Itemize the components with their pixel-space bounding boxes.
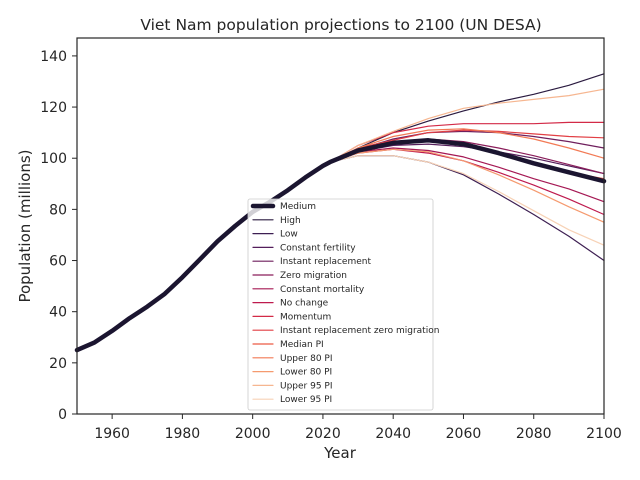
legend-label: High bbox=[280, 216, 301, 226]
series-line-14 bbox=[329, 155, 605, 246]
legend-label: Lower 80 PI bbox=[280, 368, 332, 378]
legend-box bbox=[247, 198, 434, 411]
y-tick-label: 60 bbox=[49, 254, 67, 270]
series-layer bbox=[74, 73, 607, 353]
legend-label: Constant fertility bbox=[280, 243, 356, 253]
x-tick-label: 1960 bbox=[94, 426, 130, 442]
legend: Medium High Low Constant fertility Instant r… bbox=[247, 198, 439, 411]
plot-frame bbox=[76, 37, 605, 415]
x-tick-label: 2060 bbox=[446, 426, 482, 442]
y-axis: 0 20 40 60 80 100 120 140 bbox=[40, 49, 77, 423]
series-line-9 bbox=[329, 129, 605, 163]
x-axis: 1960 1980 2000 2020 2040 2060 2080 2100 bbox=[94, 414, 622, 442]
y-tick-label: 100 bbox=[40, 151, 67, 167]
series-line-12 bbox=[329, 148, 605, 223]
legend-label: Median PI bbox=[280, 340, 324, 350]
legend-label: Lower 95 PI bbox=[280, 395, 332, 405]
y-tick-label: 20 bbox=[49, 356, 67, 372]
x-axis-label: Year bbox=[323, 444, 357, 462]
x-tick-label: 2020 bbox=[305, 426, 341, 442]
series-line-1 bbox=[329, 73, 605, 163]
series-line-11 bbox=[329, 128, 605, 163]
x-tick-label: 1980 bbox=[165, 426, 201, 442]
legend-label: Instant replacement bbox=[280, 257, 371, 267]
y-tick-label: 40 bbox=[49, 305, 67, 321]
legend-label: Zero migration bbox=[280, 271, 347, 281]
x-tick-label: 2040 bbox=[375, 426, 411, 442]
x-tick-label: 2100 bbox=[586, 426, 622, 442]
legend-label: Constant mortality bbox=[280, 285, 365, 295]
legend-label: Upper 80 PI bbox=[280, 354, 333, 364]
y-tick-label: 140 bbox=[40, 49, 67, 65]
legend-label: Instant replacement zero migration bbox=[280, 326, 439, 336]
series-line-6 bbox=[329, 147, 605, 203]
series-line-0 bbox=[74, 138, 607, 353]
y-axis-label: Population (millions) bbox=[16, 149, 34, 302]
y-tick-label: 80 bbox=[49, 202, 67, 218]
legend-label: Low bbox=[280, 230, 298, 240]
y-tick-label: 0 bbox=[58, 407, 67, 423]
chart-title: Viet Nam population projections to 2100 … bbox=[140, 16, 541, 34]
x-tick-label: 2080 bbox=[516, 426, 552, 442]
legend-label: Momentum bbox=[280, 312, 331, 322]
legend-label: No change bbox=[280, 299, 329, 309]
legend-label: Upper 95 PI bbox=[280, 381, 333, 391]
y-tick-label: 120 bbox=[40, 100, 67, 116]
x-tick-label: 2000 bbox=[235, 426, 271, 442]
legend-label: Medium bbox=[280, 202, 316, 212]
series-line-13 bbox=[329, 88, 605, 163]
